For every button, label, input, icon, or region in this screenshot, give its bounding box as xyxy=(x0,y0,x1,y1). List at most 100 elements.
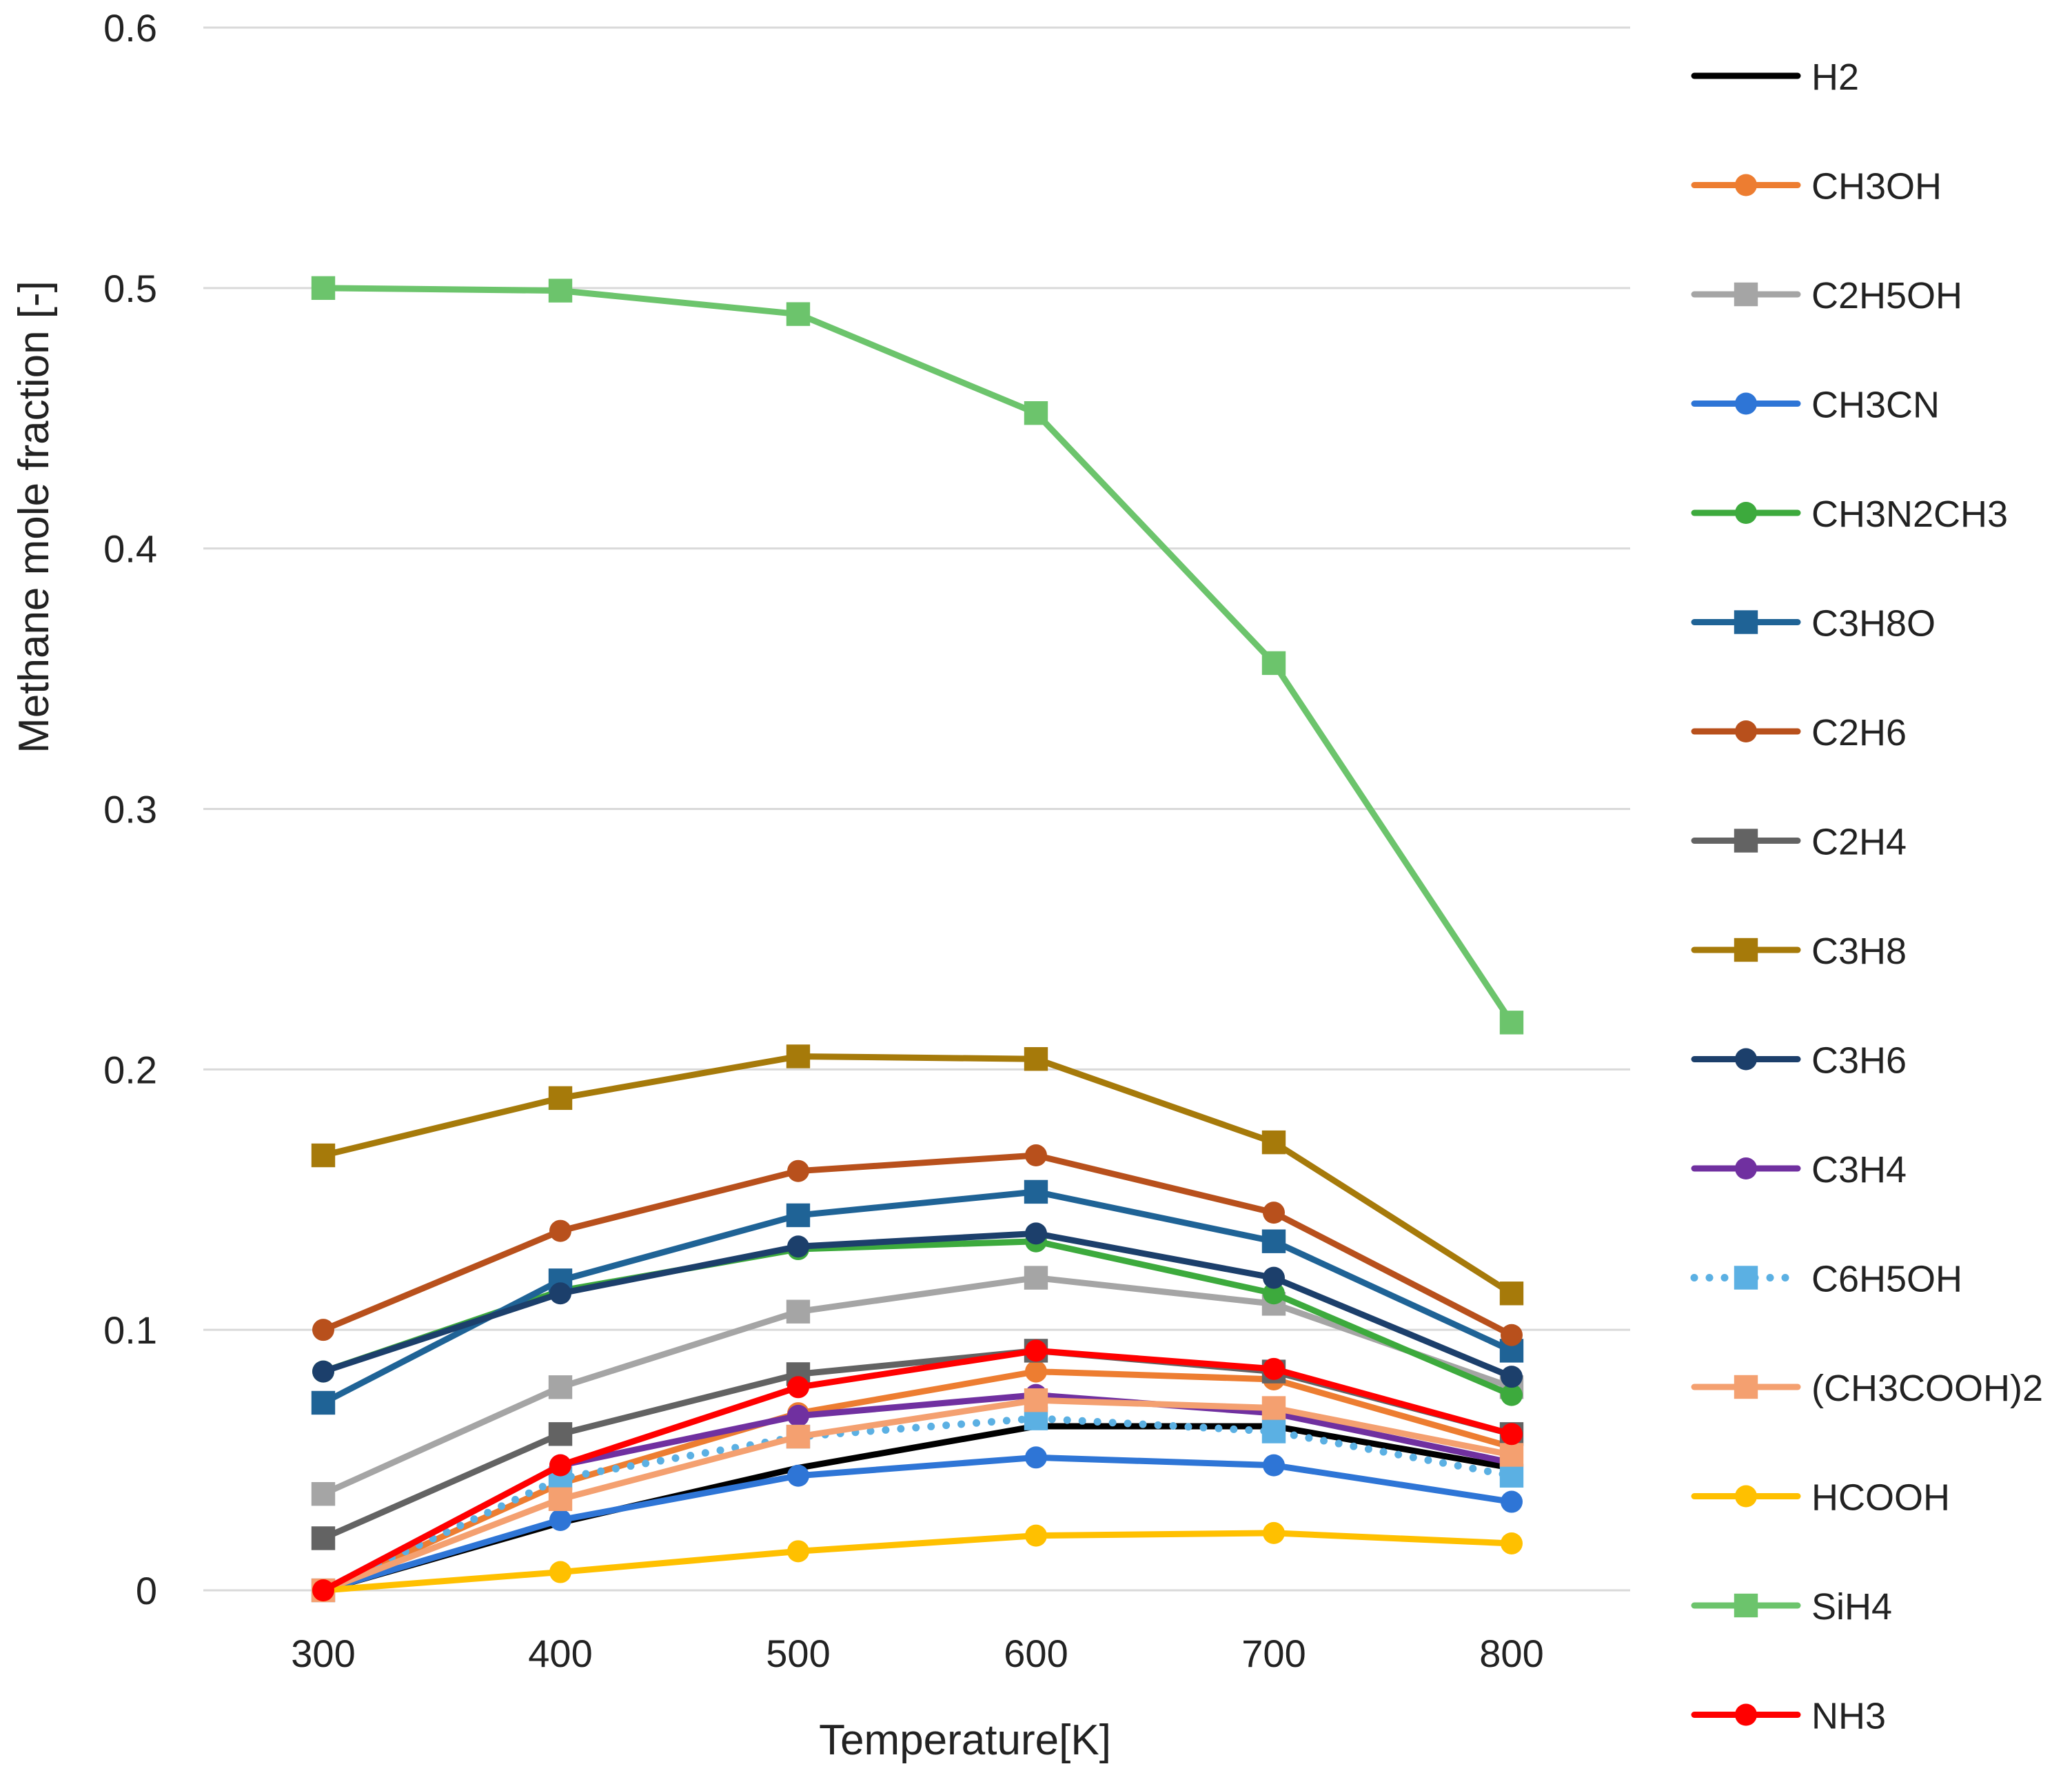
y-axis-ticks: 0 0.1 0.2 0.3 0.4 0.5 0.6 xyxy=(103,6,157,1612)
x-tick-label: 300 xyxy=(291,1632,355,1675)
data-point-c3h6 xyxy=(1501,1366,1523,1388)
legend-item-ch3oh: CH3OH xyxy=(1691,166,1942,207)
data-point-c2h5oh xyxy=(548,1375,573,1399)
data-point-sih4 xyxy=(1024,401,1048,425)
legend-swatch-marker xyxy=(1734,282,1758,307)
legend-swatch-marker xyxy=(1735,1048,1757,1071)
legend-item-c6h5oh: C6H5OH xyxy=(1690,1259,1962,1300)
data-point-hcooh xyxy=(787,1540,809,1563)
plot-area xyxy=(311,276,1524,1603)
legend-label: SiH4 xyxy=(1811,1586,1892,1628)
legend-label: HCOOH xyxy=(1811,1477,1950,1519)
series-line-c3h8o xyxy=(320,1188,1515,1406)
data-point-ch3cn xyxy=(1025,1446,1047,1469)
legend-item-c2h4: C2H4 xyxy=(1691,822,1907,863)
y-tick-label: 0.5 xyxy=(103,267,157,310)
data-point-nh3 xyxy=(787,1376,809,1399)
data-point-c2h4 xyxy=(548,1422,573,1446)
legend-item-c2h6: C2H6 xyxy=(1691,712,1907,753)
series-line-c2h6 xyxy=(320,1152,1515,1339)
data-point-ch3cn xyxy=(1501,1490,1523,1513)
x-axis-ticks: 300 400 500 600 700 800 xyxy=(291,1632,1543,1675)
x-tick-label: 500 xyxy=(766,1632,830,1675)
legend-swatch-marker xyxy=(1734,938,1758,962)
data-point-c3h6 xyxy=(312,1360,334,1383)
data-point-ch3cooh2 xyxy=(1024,1388,1048,1412)
data-point-c3h8o xyxy=(311,1390,336,1415)
series-line-c3h6 xyxy=(320,1230,1515,1380)
legend-item-c2h5oh: C2H5OH xyxy=(1691,275,1962,316)
legend-label: CH3OH xyxy=(1811,166,1942,207)
data-point-c3h6 xyxy=(1263,1266,1285,1289)
series-ch3oh xyxy=(312,1360,1523,1601)
legend-swatch-marker xyxy=(1735,1703,1757,1726)
legend-item-c3h6: C3H6 xyxy=(1691,1040,1907,1082)
legend-item-c3h4: C3H4 xyxy=(1691,1149,1907,1191)
data-point-ch3cn xyxy=(1263,1454,1285,1477)
legend-item-nh3: NH3 xyxy=(1691,1696,1886,1737)
data-point-nh3 xyxy=(312,1579,334,1601)
legend-swatch-marker xyxy=(1734,1593,1758,1618)
legend-swatch-marker xyxy=(1735,174,1757,196)
legend-label: H2 xyxy=(1811,57,1859,98)
y-axis-title: Methane mole fraction [-] xyxy=(10,281,58,753)
data-point-c3h8 xyxy=(786,1044,811,1068)
data-point-sih4 xyxy=(1499,1011,1524,1035)
series-line-ch3oh xyxy=(320,1368,1515,1594)
legend-item-h2: H2 xyxy=(1691,57,1859,98)
data-point-c3h8 xyxy=(1024,1047,1048,1071)
data-point-ch3oh xyxy=(1025,1360,1047,1383)
legend-label: NH3 xyxy=(1811,1696,1886,1737)
legend-swatch-marker xyxy=(1734,1375,1758,1399)
legend-item-sih4: SiH4 xyxy=(1691,1586,1892,1628)
data-point-c2h6 xyxy=(1025,1144,1047,1167)
data-point-ch3n2ch3 xyxy=(1263,1282,1285,1305)
data-point-sih4 xyxy=(311,276,336,301)
series-c3h8o xyxy=(311,1179,1524,1415)
data-point-c3h6 xyxy=(787,1235,809,1258)
legend-swatch-marker xyxy=(1735,1485,1757,1508)
data-point-c2h5oh xyxy=(786,1299,811,1324)
legend: H2 CH3OH C2H5OH CH3CN CH3N2CH3 C3H8O C2H6 C2H4 C… xyxy=(1690,57,2043,1737)
legend-label: C3H4 xyxy=(1811,1149,1907,1191)
legend-label: CH3N2CH3 xyxy=(1811,494,2008,535)
data-point-c6h5oh xyxy=(1261,1419,1286,1443)
legend-item-ch3cooh2: (CH3COOH)2 xyxy=(1691,1368,2043,1409)
data-point-c2h6 xyxy=(1263,1202,1285,1224)
data-point-c2h5oh xyxy=(311,1482,336,1506)
data-point-nh3 xyxy=(1263,1357,1285,1380)
legend-label: C6H5OH xyxy=(1811,1259,1962,1300)
series-ch3cooh2 xyxy=(311,1388,1524,1603)
series-line-c2h5oh xyxy=(320,1275,1515,1497)
data-point-hcooh xyxy=(1025,1524,1047,1547)
legend-swatch-marker xyxy=(1735,720,1757,742)
data-point-c3h8o xyxy=(1261,1229,1286,1253)
legend-label: (CH3COOH)2 xyxy=(1811,1368,2043,1409)
legend-label: CH3CN xyxy=(1811,385,1940,426)
series-line-c6h5oh xyxy=(319,1415,1516,1594)
legend-item-ch3n2ch3: CH3N2CH3 xyxy=(1691,494,2008,535)
series-line-sih4 xyxy=(320,285,1515,1026)
data-point-hcooh xyxy=(549,1561,571,1583)
legend-label: C3H8 xyxy=(1811,931,1907,972)
series-sih4 xyxy=(311,276,1524,1035)
data-point-c3h8 xyxy=(1261,1130,1286,1155)
data-point-sih4 xyxy=(786,302,811,326)
data-point-ch3cooh2 xyxy=(1499,1443,1524,1467)
series-line-ch3cooh2 xyxy=(320,1397,1515,1594)
y-tick-label: 0.4 xyxy=(103,527,157,571)
x-tick-label: 600 xyxy=(1004,1632,1068,1675)
series-line-hcooh xyxy=(320,1530,1515,1594)
legend-swatch-marker xyxy=(1735,1157,1757,1179)
data-point-c3h8o xyxy=(1024,1179,1048,1204)
legend-label: C2H6 xyxy=(1811,712,1907,753)
data-point-c3h6 xyxy=(1025,1222,1047,1245)
data-point-sih4 xyxy=(548,278,573,303)
legend-label: C2H4 xyxy=(1811,822,1907,863)
y-tick-label: 0.2 xyxy=(103,1048,157,1091)
data-point-c3h8o xyxy=(786,1203,811,1228)
legend-swatch-marker xyxy=(1734,610,1758,634)
x-tick-label: 700 xyxy=(1241,1632,1306,1675)
legend-item-ch3cn: CH3CN xyxy=(1691,385,1940,426)
